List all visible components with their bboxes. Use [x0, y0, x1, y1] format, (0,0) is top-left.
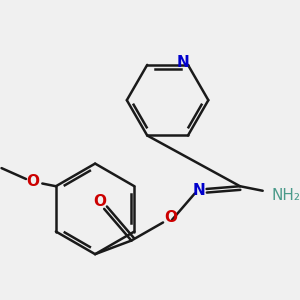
Text: NH₂: NH₂ [272, 188, 300, 203]
Text: O: O [27, 174, 40, 189]
Text: N: N [193, 183, 206, 198]
Text: N: N [177, 55, 190, 70]
Text: O: O [164, 210, 177, 225]
Text: O: O [93, 194, 106, 209]
